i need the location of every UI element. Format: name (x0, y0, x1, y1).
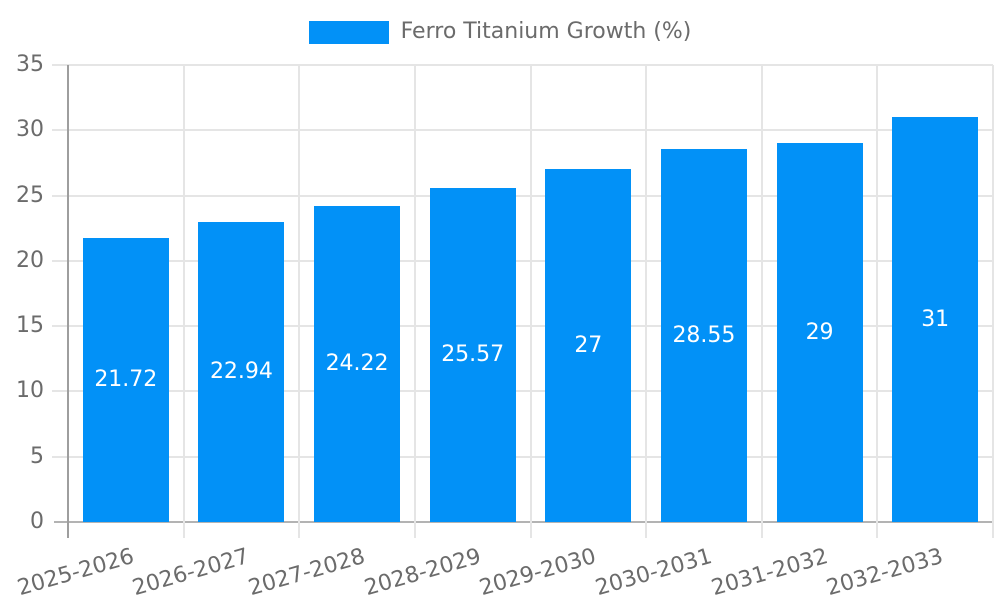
bar-value-label: 24.22 (325, 350, 389, 376)
bar: 22.94 (198, 222, 285, 522)
y-tick-mark (52, 325, 68, 328)
bar-value-label: 25.57 (441, 342, 505, 368)
y-tick-label: 0 (30, 509, 44, 534)
y-tick-mark (52, 455, 68, 458)
x-tick-mark (876, 522, 879, 538)
bar: 28.55 (660, 149, 747, 522)
bar-value-label: 21.72 (94, 367, 158, 393)
y-tick-mark (52, 390, 68, 393)
bar-value-label: 27 (574, 332, 603, 358)
x-tick-mark (182, 522, 185, 538)
bar: 25.57 (429, 188, 516, 522)
bar-value-label: 28.55 (672, 322, 736, 348)
legend-item[interactable]: Ferro Titanium Growth (%) (0, 17, 1000, 47)
y-tick-mark (52, 64, 68, 66)
y-tick-mark (52, 129, 68, 132)
y-tick-label: 25 (16, 182, 44, 208)
y-axis-line (67, 65, 69, 538)
legend-label: Ferro Titanium Growth (%) (400, 19, 692, 44)
gridline-vertical (298, 65, 301, 522)
gridline-vertical (645, 65, 648, 522)
bar-value-label: 22.94 (209, 359, 273, 385)
bar-value-label: 31 (921, 306, 950, 332)
gridline-vertical (992, 65, 994, 522)
bar: 27 (545, 169, 632, 522)
y-tick-label: 5 (30, 443, 44, 469)
x-axis-line (54, 521, 993, 523)
x-tick-mark (645, 522, 648, 538)
x-tick-mark (529, 522, 532, 538)
y-tick-mark (52, 194, 68, 197)
bar-value-label: 29 (805, 319, 834, 345)
bar: 21.72 (82, 238, 169, 522)
y-tick-label: 10 (16, 378, 44, 404)
gridline-vertical (876, 65, 879, 522)
gridline-vertical (760, 65, 763, 522)
x-tick-mark (413, 522, 416, 538)
y-tick-label: 15 (16, 313, 44, 339)
bar: 31 (892, 117, 979, 522)
x-tick-mark (760, 522, 763, 538)
bar: 24.22 (314, 205, 401, 522)
gridline-vertical (182, 65, 185, 522)
x-tick-mark (992, 522, 994, 538)
y-tick-label: 20 (16, 247, 44, 273)
y-tick-mark (52, 259, 68, 262)
gridline-vertical (529, 65, 532, 522)
x-tick-mark (298, 522, 301, 538)
legend-swatch (308, 20, 389, 44)
y-tick-label: 35 (16, 52, 44, 77)
y-tick-label: 30 (16, 117, 44, 143)
gridline-vertical (413, 65, 416, 522)
bar: 29 (776, 143, 863, 522)
